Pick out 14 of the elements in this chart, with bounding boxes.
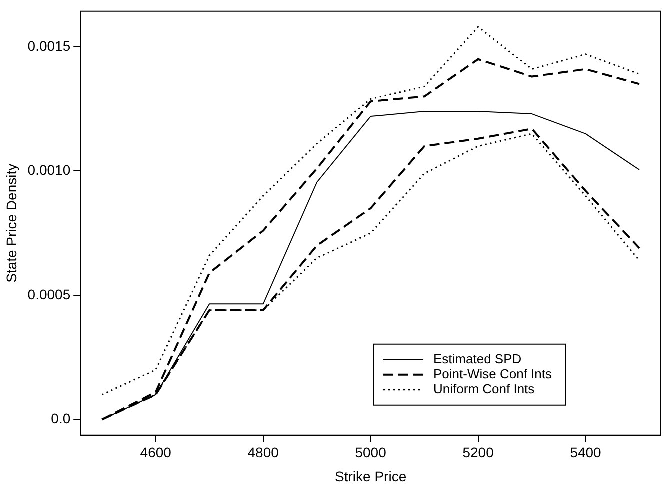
legend-label: Estimated SPD (434, 351, 522, 366)
x-tick-label: 5400 (570, 444, 602, 461)
y-axis-title: State Price Density (3, 164, 20, 283)
x-tick-label: 5000 (355, 444, 387, 461)
legend-label: Uniform Conf Ints (434, 381, 536, 396)
x-axis-title: Strike Price (335, 468, 407, 484)
y-tick-label: 0.0010 (28, 162, 71, 178)
x-tick-label: 4600 (140, 444, 172, 461)
x-tick-label: 5200 (462, 444, 494, 461)
x-tick-label: 4800 (248, 444, 280, 461)
legend-label: Point-Wise Conf Ints (434, 366, 552, 382)
y-tick-label: 0.0015 (28, 38, 71, 54)
y-tick-label: 0.0 (51, 410, 71, 427)
y-tick-label: 0.0005 (28, 286, 71, 302)
